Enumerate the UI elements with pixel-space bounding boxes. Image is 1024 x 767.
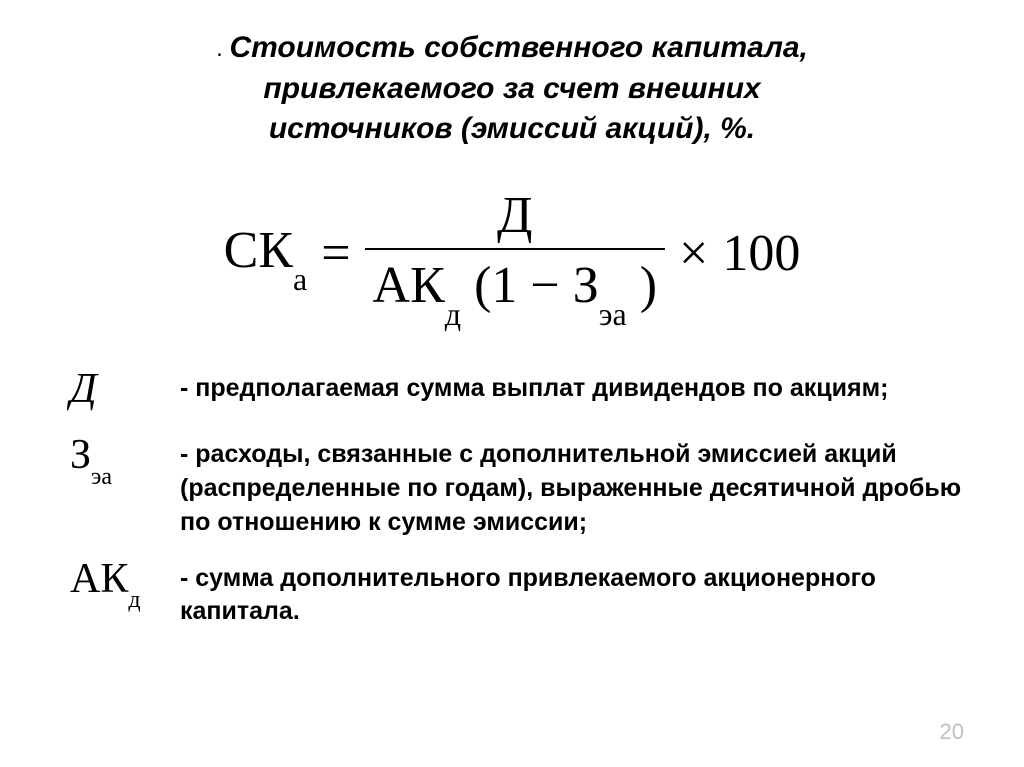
den-close: ) — [640, 257, 657, 314]
def-sym-main: З — [70, 432, 91, 478]
definition-row: Зэа - расходы, связанные с дополнительно… — [70, 434, 974, 539]
definition-symbol: Д — [70, 368, 180, 416]
definition-text: - предполагаемая сумма выплат дивидендов… — [180, 368, 888, 406]
def-sym-sub: д — [128, 587, 140, 613]
formula-denominator: АКд (1 − Зэа ) — [365, 248, 666, 318]
definition-text: - сумма дополнительного привлекаемого ак… — [180, 558, 974, 630]
definition-symbol: АКд — [70, 558, 180, 606]
formula-lhs: СКа — [224, 221, 308, 286]
slide-title: . Стоимость собственного капитала, привл… — [50, 28, 974, 150]
formula-numerator: Д — [489, 190, 540, 248]
formula: СКа = Д АКд (1 − Зэа ) × 100 — [224, 190, 801, 318]
formula-fraction: Д АКд (1 − Зэа ) — [365, 190, 666, 318]
def-sym-main: АК — [70, 556, 128, 602]
definition-row: АКд - сумма дополнительного привлекаемог… — [70, 558, 974, 630]
den-z: З — [573, 257, 599, 314]
definition-text: - расходы, связанные с дополнительной эм… — [180, 434, 974, 539]
formula-lhs-main: СК — [224, 222, 293, 279]
title-line-2: привлекаемого за счет внешних — [263, 72, 760, 105]
formula-eq: = — [321, 224, 350, 283]
den-ak: АК — [373, 257, 445, 314]
page-number: 20 — [940, 719, 964, 745]
title-line-1: Стоимость собственного капитала, — [229, 31, 807, 64]
formula-times: × — [679, 224, 708, 283]
def-sym-main: Д — [70, 366, 97, 412]
definition-symbol: Зэа — [70, 434, 180, 482]
den-open: (1 − — [474, 257, 560, 314]
title-dot: . — [216, 35, 229, 62]
formula-container: СКа = Д АКд (1 − Зэа ) × 100 — [50, 190, 974, 318]
formula-lhs-sub: а — [293, 261, 307, 297]
definitions-list: Д - предполагаемая сумма выплат дивиденд… — [70, 368, 974, 629]
den-z-sub: эа — [599, 296, 627, 332]
definition-row: Д - предполагаемая сумма выплат дивиденд… — [70, 368, 974, 416]
title-line-3: источников (эмиссий акций), %. — [269, 112, 755, 145]
den-ak-sub: д — [445, 296, 461, 332]
def-sym-sub: эа — [91, 464, 112, 490]
formula-hundred: 100 — [722, 224, 800, 283]
